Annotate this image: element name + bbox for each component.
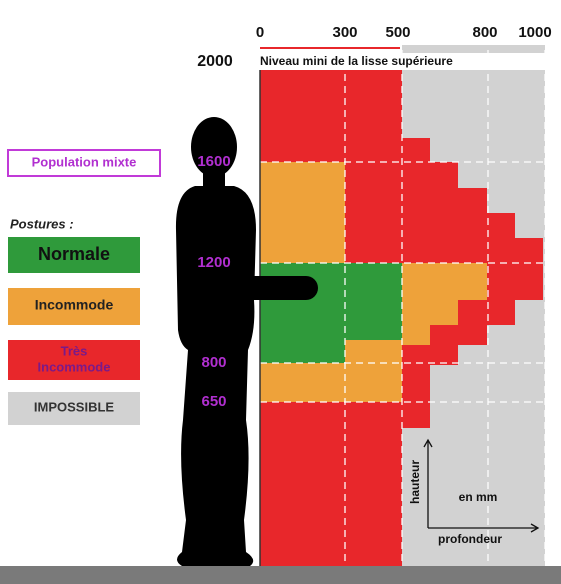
depth-label: 500 <box>385 24 410 41</box>
legend-label: Incommode <box>35 297 114 313</box>
legend-label: Incommode <box>38 359 111 374</box>
axis-label: hauteur <box>408 460 422 504</box>
axis-label: profondeur <box>438 532 502 546</box>
unit-label: en mm <box>459 490 498 504</box>
depth-label: 0 <box>256 24 264 41</box>
legend-label: IMPOSSIBLE <box>34 399 115 414</box>
diagram: 0 300 500 800 1000 Niveau mini de la lis… <box>0 0 561 584</box>
level-label: Niveau mini de la lisse supérieure <box>260 54 453 68</box>
legend-title: Postures : <box>10 216 74 231</box>
height-label: 2000 <box>197 53 233 70</box>
height-label: 1200 <box>197 254 230 271</box>
legend-label: Très <box>61 343 88 358</box>
height-label: 1600 <box>197 153 230 170</box>
depth-label: 300 <box>332 24 357 41</box>
height-label: 800 <box>201 354 226 371</box>
height-label: 650 <box>201 393 226 410</box>
floor <box>0 566 561 584</box>
depth-label: 800 <box>472 24 497 41</box>
legend-label: Normale <box>38 244 110 264</box>
depth-label: 1000 <box>518 24 551 41</box>
population-label: Population mixte <box>32 154 137 169</box>
